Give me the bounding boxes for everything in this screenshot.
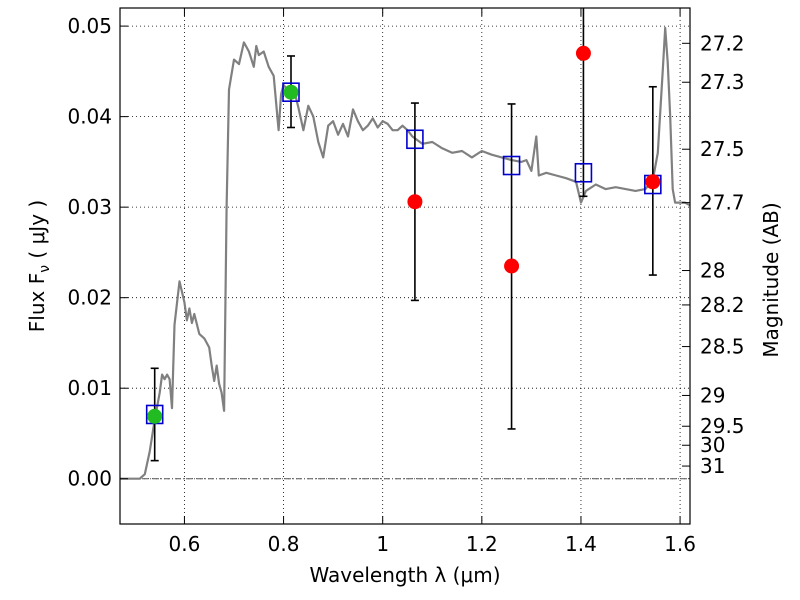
x-tick-label: 0.6	[169, 532, 201, 556]
magnitude-tick-label: 27.3	[700, 70, 745, 94]
plot-frame	[119, 7, 691, 525]
magnitude-tick-label: 29.5	[700, 414, 745, 438]
magnitude-tick-label: 31	[700, 454, 725, 478]
y-tick-label: 0.05	[67, 14, 112, 38]
magnitude-tick-label: 29	[700, 383, 725, 407]
magnitude-tick-label: 27.7	[700, 191, 745, 215]
y-axis-ticks: 0.00 0.01 0.02 0.03 0.04 0.05	[67, 14, 128, 491]
x-tick-label: 1.2	[466, 532, 498, 556]
y-axis-label: Flux Fν ( μJy )	[25, 200, 53, 332]
grid-lines	[120, 8, 690, 524]
y-tick-label: 0.00	[67, 467, 112, 491]
y-axis-label-main: Flux F	[25, 273, 49, 332]
detection-point	[147, 408, 163, 424]
magnitude-tick-label: 28.2	[700, 293, 745, 317]
model-photometry-square	[406, 129, 424, 150]
model-photometry-square	[574, 162, 593, 183]
x-tick-label: 1.6	[664, 532, 696, 556]
model-photometry-square	[502, 155, 521, 176]
observed-point	[645, 174, 661, 190]
observed-point	[575, 45, 591, 61]
y-tick-label: 0.02	[67, 286, 112, 310]
observed-point	[504, 258, 520, 274]
data-points	[145, 45, 662, 425]
magnitude-axis-label: Magnitude (AB)	[759, 202, 783, 357]
x-tick-label: 0.8	[268, 532, 300, 556]
x-axis-label: Wavelength λ (μm)	[309, 563, 500, 587]
x-axis-ticks: 0.6 0.8 1 1.2 1.4 1.6	[169, 8, 696, 556]
magnitude-tick-label: 27.2	[700, 31, 745, 55]
y-axis-label-unit: ( μJy )	[25, 200, 49, 265]
x-tick-label: 1	[376, 532, 389, 556]
y-tick-label: 0.04	[67, 105, 112, 129]
magnitude-tick-label: 28.5	[700, 335, 745, 359]
magnitude-tick-label: 27.5	[700, 137, 745, 161]
magnitude-tick-label: 28	[700, 259, 725, 283]
detection-point	[283, 84, 299, 100]
observed-point	[407, 194, 423, 210]
magnitude-tick-label: 30	[700, 433, 725, 457]
y-tick-label: 0.01	[67, 376, 112, 400]
plot-background	[120, 8, 690, 524]
x-tick-label: 1.4	[565, 532, 597, 556]
y-axis-label-sub: ν	[37, 265, 53, 273]
y-tick-label: 0.03	[67, 195, 112, 219]
model-photometry-square	[282, 82, 300, 102]
